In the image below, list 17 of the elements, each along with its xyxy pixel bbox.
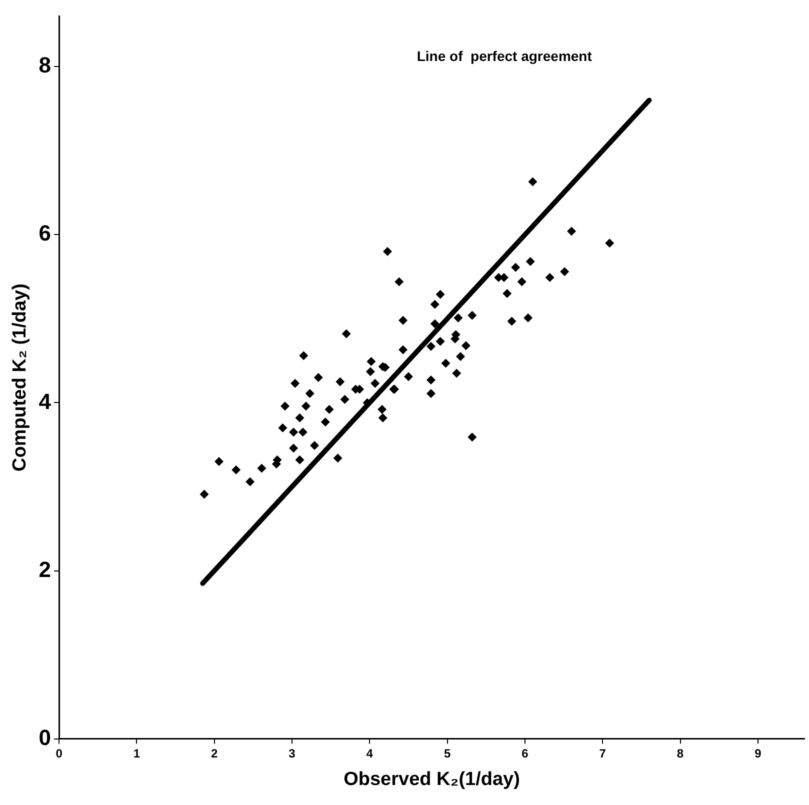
- y-axis-title: Computed K₂ (1/day): [10, 284, 31, 472]
- x-tick-label: 9: [754, 746, 762, 760]
- x-tick-label: 4: [366, 746, 374, 760]
- x-tick-label: 6: [522, 746, 529, 760]
- x-tick-label: 5: [444, 746, 451, 760]
- x-axis-title: Observed K₂(1/day): [344, 768, 520, 790]
- y-tick-label: 6: [38, 220, 52, 246]
- x-tick-label: 8: [676, 746, 684, 760]
- y-tick-label: 4: [38, 388, 52, 414]
- x-tick-label: 3: [288, 746, 296, 760]
- y-tick-label: 8: [38, 52, 52, 78]
- y-tick-label: 2: [38, 556, 52, 582]
- x-tick-label: 0: [56, 746, 63, 760]
- x-tick-label: 1: [133, 746, 140, 760]
- x-tick-label: 2: [210, 746, 218, 760]
- annotation: Line of perfect agreement: [416, 48, 592, 64]
- x-tick-label: 7: [599, 746, 606, 760]
